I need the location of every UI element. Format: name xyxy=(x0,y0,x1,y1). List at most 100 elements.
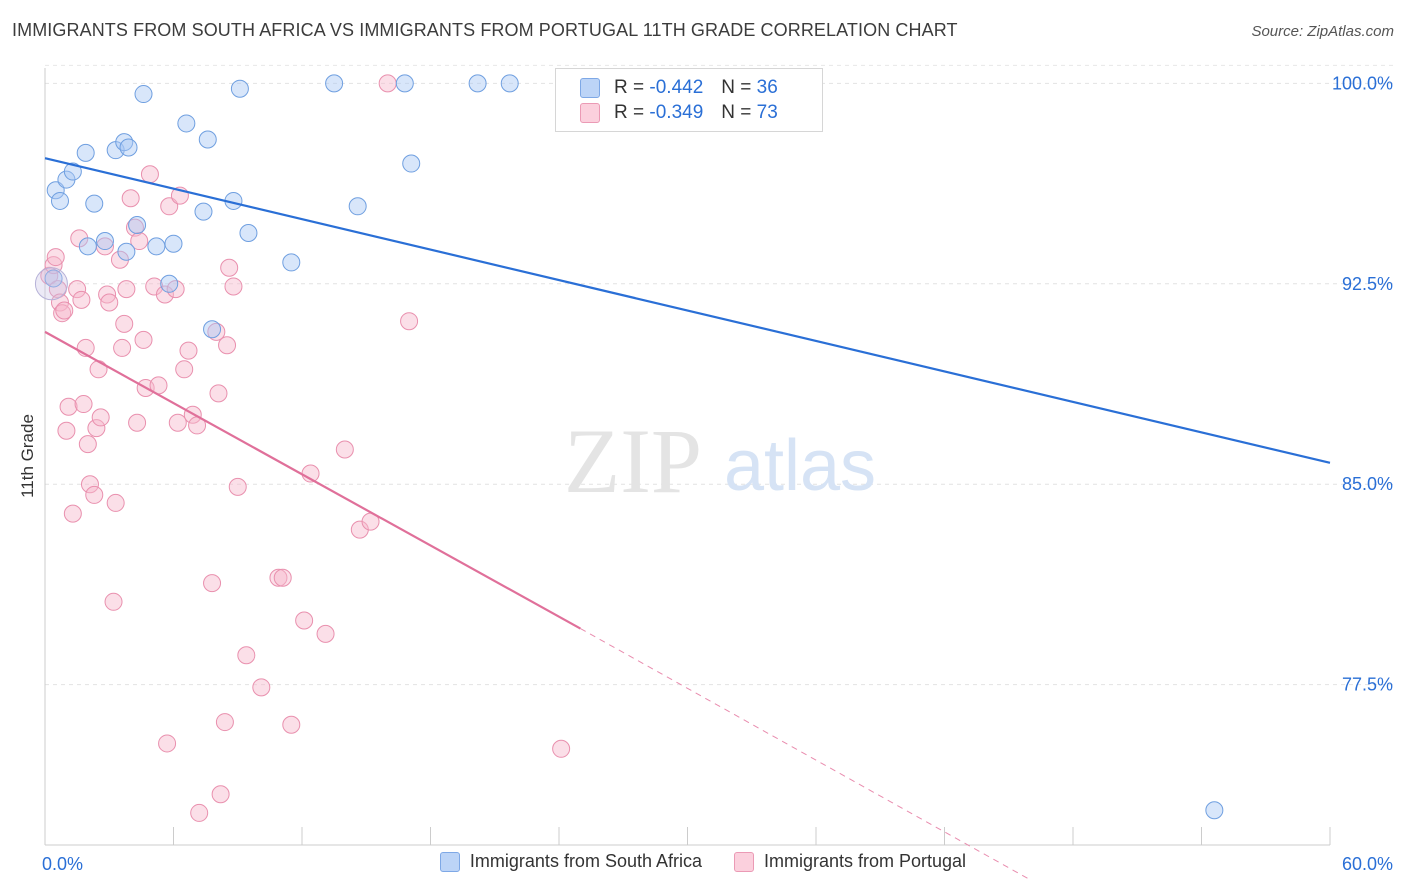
portugal-point xyxy=(57,421,76,440)
south-africa-point xyxy=(348,197,367,216)
portugal-point xyxy=(50,293,69,312)
portugal-point xyxy=(378,74,397,93)
south-africa-point xyxy=(85,194,104,213)
tick-labels: 77.5% 85.0% 92.5% 100.0% 0.0% 60.0% xyxy=(42,73,1393,874)
south-africa-point xyxy=(468,74,487,93)
stats-row-portugal: R = -0.349 N = 73 xyxy=(580,101,778,125)
portugal-point xyxy=(211,785,230,804)
portugal-point xyxy=(68,280,87,299)
portugal-point xyxy=(63,504,82,523)
legend-label-portugal: Immigrants from Portugal xyxy=(764,851,967,871)
south-africa-point xyxy=(128,216,147,234)
chart-title: IMMIGRANTS FROM SOUTH AFRICA VS IMMIGRAN… xyxy=(12,20,958,40)
south-africa-point xyxy=(78,237,97,256)
portugal-point xyxy=(179,341,198,360)
stats-row-south-africa: R = -0.442 N = 36 xyxy=(580,76,778,100)
south-africa-point xyxy=(63,162,82,181)
south-africa-point xyxy=(76,143,95,162)
south-africa-point xyxy=(1205,801,1224,820)
portugal-point xyxy=(295,611,314,630)
portugal-point xyxy=(121,189,140,208)
axes xyxy=(44,68,1331,846)
portugal-point xyxy=(224,277,243,296)
portugal-point xyxy=(89,360,108,379)
portugal-point xyxy=(140,165,159,184)
portugal-trend-extension xyxy=(580,628,1031,881)
stats-swatch-south-africa xyxy=(580,78,600,98)
stats-r-label: R = xyxy=(614,102,645,123)
portugal-point xyxy=(203,574,222,593)
portugal-point xyxy=(104,592,123,611)
source-label: Source: ZipAtlas.com xyxy=(1251,23,1394,40)
portugal-point xyxy=(252,678,271,697)
portugal-point xyxy=(106,493,125,512)
trend-lines xyxy=(44,157,1331,881)
portugal-point xyxy=(91,408,110,427)
portugal-point xyxy=(78,435,97,454)
portugal-point xyxy=(168,413,187,432)
portugal-point xyxy=(80,475,99,494)
south-africa-point xyxy=(134,85,153,104)
stats-r-label: R = xyxy=(614,77,645,98)
watermark-atlas: atlas xyxy=(724,426,876,506)
south-africa-point xyxy=(194,202,213,221)
portugal-point xyxy=(100,293,119,312)
south-africa-point xyxy=(44,269,63,288)
portugal-point xyxy=(190,803,209,822)
legend-item-portugal[interactable]: Immigrants from Portugal xyxy=(734,851,966,872)
portugal-point xyxy=(273,568,292,587)
portugal-point xyxy=(215,713,234,732)
portugal-point xyxy=(46,248,65,267)
grid-lines xyxy=(45,64,1395,686)
portugal-point xyxy=(125,218,144,237)
portugal-point xyxy=(218,336,237,355)
stats-n-value: 36 xyxy=(756,77,778,98)
portugal-point xyxy=(53,304,72,323)
south-africa-point xyxy=(160,274,179,293)
portugal-point xyxy=(158,734,177,753)
legend-swatch-portugal xyxy=(734,851,754,872)
south-africa-point xyxy=(239,224,258,243)
south-africa-point xyxy=(117,242,136,261)
portugal-point xyxy=(237,646,256,665)
south-africa-point xyxy=(203,320,222,339)
portugal-point xyxy=(552,739,571,758)
south-africa-point xyxy=(95,232,114,251)
portugal-point xyxy=(282,715,301,734)
south-africa-point xyxy=(147,237,166,256)
portugal-point xyxy=(160,197,179,216)
legend-swatch-south-africa xyxy=(439,851,460,872)
y-tick-label: 85.0% xyxy=(1342,474,1393,494)
stats-swatch-portugal xyxy=(580,103,600,123)
stats-n-value: 73 xyxy=(756,102,778,123)
stats-r-value: -0.442 xyxy=(649,77,704,98)
portugal-point xyxy=(72,290,91,309)
south-africa-point xyxy=(395,74,414,93)
portugal-point xyxy=(175,360,194,379)
south-africa-point xyxy=(177,114,196,133)
portugal-point xyxy=(335,440,354,459)
south-africa-point xyxy=(325,74,344,93)
portugal-point xyxy=(130,232,149,251)
portugal-point xyxy=(228,477,247,496)
south-africa-point xyxy=(402,154,421,173)
portugal-point xyxy=(115,314,134,333)
south-africa-point xyxy=(119,138,138,157)
portugal-point xyxy=(400,312,419,331)
portugal-point xyxy=(316,624,335,643)
portugal-point xyxy=(59,397,78,416)
south-africa-point xyxy=(164,234,183,253)
portugal-point xyxy=(55,301,74,320)
south-africa-point xyxy=(500,74,519,93)
watermark-zip: ZIP xyxy=(564,410,702,512)
legend-item-south-africa[interactable]: Immigrants from South Africa xyxy=(439,851,702,872)
cluster-point xyxy=(34,267,68,301)
portugal-point xyxy=(85,485,104,504)
x-tick-label: 0.0% xyxy=(42,854,83,874)
portugal-trend-line xyxy=(44,330,581,630)
stats-n-label: N = xyxy=(721,77,752,98)
x-tick-label: 60.0% xyxy=(1342,854,1393,874)
south-africa-point xyxy=(230,79,249,98)
portugal-point xyxy=(269,568,288,587)
